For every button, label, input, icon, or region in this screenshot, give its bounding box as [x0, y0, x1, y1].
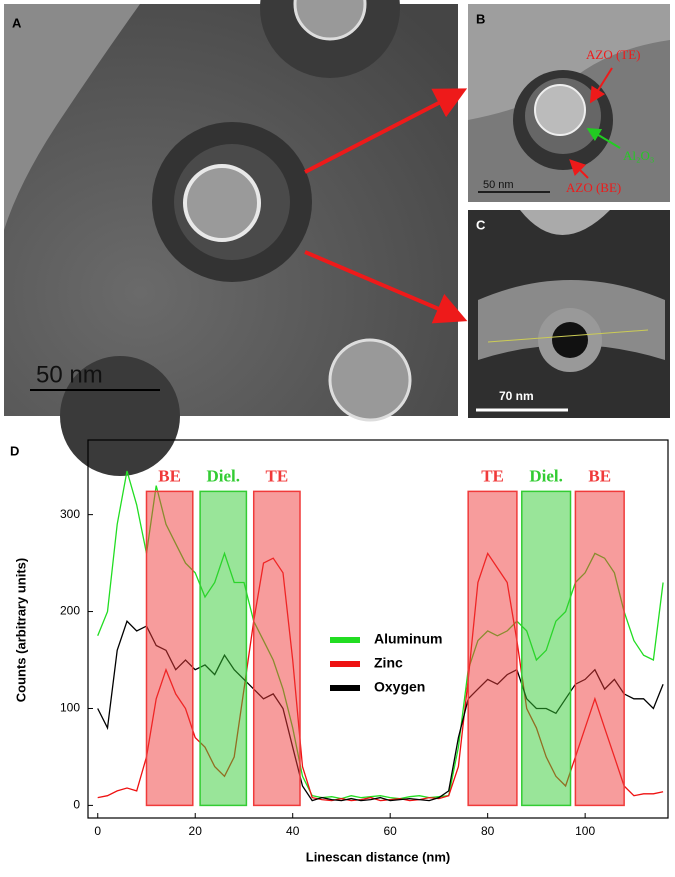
region: [467, 490, 518, 807]
hole: [552, 322, 588, 358]
legend-label: Aluminum: [374, 631, 442, 647]
y-tick-label: 100: [60, 701, 80, 715]
panel-label: A: [12, 15, 22, 30]
region-label: Diel.: [206, 466, 240, 485]
feature: [520, 210, 610, 235]
panel-label: D: [10, 443, 19, 458]
arrow: [304, 88, 468, 174]
scale-bar-label: 50 nm: [36, 361, 103, 388]
arrow: [304, 250, 468, 324]
region: [145, 490, 194, 807]
legend-label: Oxygen: [374, 679, 425, 695]
scale-bar-label: 50 nm: [483, 179, 514, 191]
y-tick-label: 300: [60, 507, 80, 521]
x-tick-label: 20: [189, 824, 203, 838]
ring: [60, 356, 180, 476]
film-edge: [468, 4, 670, 120]
y-tick-label: 0: [73, 798, 80, 812]
x-tick-label: 40: [286, 824, 300, 838]
annotation: Al₂O₃: [623, 148, 654, 163]
pillar: [534, 84, 586, 136]
region-label: Diel.: [529, 466, 563, 485]
x-tick-label: 0: [94, 824, 101, 838]
x-tick-label: 80: [481, 824, 495, 838]
panel-label: C: [476, 217, 486, 232]
pillar: [328, 338, 412, 422]
x-tick-label: 100: [575, 824, 595, 838]
y-axis-label: Counts (arbitrary units): [13, 558, 28, 702]
region-label: TE: [266, 466, 289, 485]
legend-label: Zinc: [374, 655, 403, 671]
region: [521, 490, 572, 807]
pillar: [183, 164, 261, 242]
annotation: AZO (TE): [586, 47, 641, 62]
x-tick-label: 60: [384, 824, 398, 838]
arrow: [589, 67, 613, 104]
region-label: TE: [481, 466, 504, 485]
annotation: AZO (BE): [566, 180, 621, 195]
panel-label: B: [476, 11, 485, 26]
panel-b: B AZO (TE) Al₂O₃ AZO (BE) 50 nm: [468, 4, 670, 202]
plot-frame: [87, 439, 669, 819]
panel-c: C 70 nm: [468, 210, 670, 418]
region-label: BE: [588, 466, 611, 485]
arrow: [569, 159, 589, 179]
region: [252, 490, 301, 807]
x-axis-label: Linescan distance (nm): [306, 849, 450, 864]
film-edge: [4, 4, 140, 230]
pillar: [293, 0, 367, 41]
scan-line: [487, 329, 649, 343]
y-tick-label: 200: [60, 604, 80, 618]
region-label: BE: [158, 466, 181, 485]
scale-bar-label: 70 nm: [499, 389, 534, 403]
region: [199, 490, 248, 807]
panel-a: A 50 nm: [4, 0, 468, 476]
arrow: [586, 127, 621, 149]
chart: D Linescan distance (nm) Counts (arbitra…: [10, 439, 669, 864]
region: [574, 490, 625, 807]
